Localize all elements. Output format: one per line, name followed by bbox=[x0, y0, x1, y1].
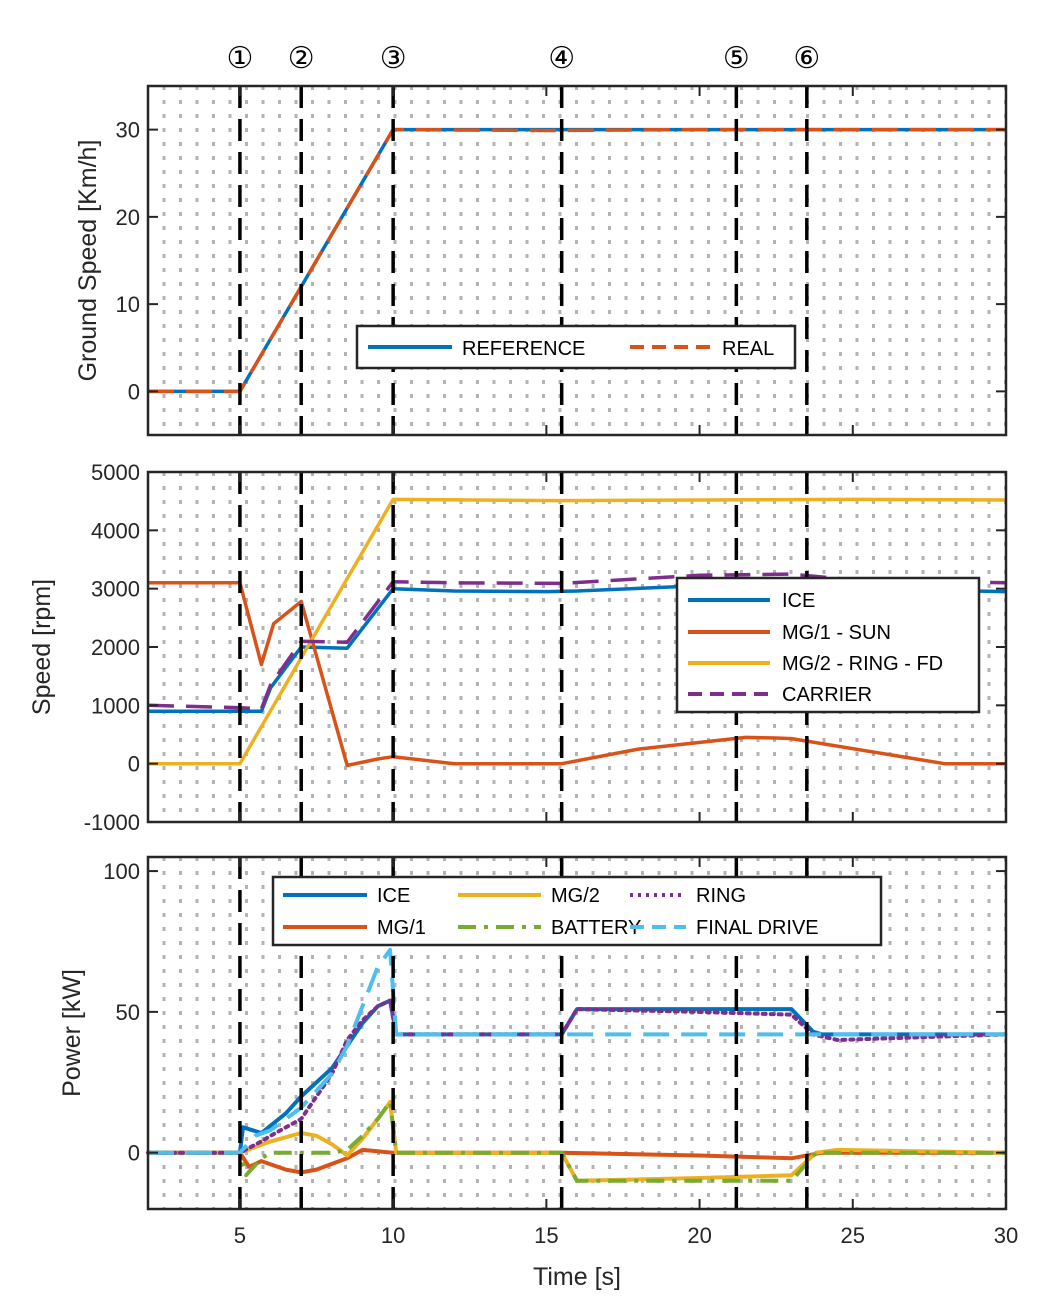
power-panel: 0 50 100 5 10 15 20 25 30 Power [kW] Time [s] IC… bbox=[58, 855, 1018, 1291]
speed-grid bbox=[162, 472, 1007, 822]
series-line-ring bbox=[146, 998, 1008, 1155]
power-legend-box bbox=[271, 875, 883, 947]
power-legend: ICE MG/1 MG/2 BATTERY RING FINAL DRIVE bbox=[271, 875, 883, 947]
speed-panel: -1000 0 1000 2000 3000 4000 5000 Speed [rpm] I… bbox=[28, 460, 1008, 835]
ground-speed-ticks: 0 10 20 30 bbox=[116, 86, 1007, 435]
x-tick-label: 5 bbox=[234, 1223, 246, 1248]
speed-ylabel: Speed [rpm] bbox=[28, 579, 56, 715]
power-ylabel: Power [kW] bbox=[58, 969, 86, 1097]
event-markers: ① ② ③ ④ ⑤ ⑥ bbox=[226, 41, 820, 76]
power-series bbox=[146, 947, 1008, 1183]
x-tick-label: 10 bbox=[381, 1223, 405, 1248]
series-line-mg-1-sun bbox=[148, 581, 1006, 768]
legend-label-mg2: MG/2 bbox=[551, 885, 600, 907]
y-tick-label: 2000 bbox=[91, 635, 140, 660]
speed-ticks: -1000 0 1000 2000 3000 4000 5000 bbox=[84, 460, 1007, 835]
ground-speed-event-lines bbox=[238, 86, 809, 435]
y-tick-label: 30 bbox=[116, 118, 140, 143]
ground-speed-panel: 0 10 20 30 Ground Speed [Km/h] REFERENCE RE… bbox=[74, 84, 1008, 437]
y-tick-label: 5000 bbox=[91, 460, 140, 485]
event-marker-4: ④ bbox=[548, 41, 575, 76]
y-tick-label: 4000 bbox=[91, 518, 140, 543]
event-marker-2: ② bbox=[288, 41, 315, 76]
ground-speed-ylabel: Ground Speed [Km/h] bbox=[74, 140, 102, 382]
legend-label-mg1-sun: MG/1 - SUN bbox=[782, 622, 891, 644]
series-line-final-drive bbox=[148, 947, 1006, 1155]
series-line-mg-2-ring-fd bbox=[148, 497, 1007, 766]
y-tick-label: 50 bbox=[116, 1000, 140, 1025]
legend-label-ice: ICE bbox=[782, 590, 815, 612]
y-tick-label: 0 bbox=[128, 1141, 140, 1166]
y-tick-label: 20 bbox=[116, 205, 140, 230]
y-tick-label: 0 bbox=[128, 752, 140, 777]
legend-label-reference: REFERENCE bbox=[462, 338, 585, 360]
legend-label-mg2-ring-fd: MG/2 - RING - FD bbox=[782, 653, 943, 675]
y-tick-label: -1000 bbox=[84, 810, 140, 835]
legend-label-real: REAL bbox=[722, 338, 774, 360]
y-tick-label: 100 bbox=[103, 859, 140, 884]
event-marker-1: ① bbox=[226, 41, 253, 76]
legend-label-ring: RING bbox=[696, 885, 746, 907]
legend-label-mg1: MG/1 bbox=[377, 917, 426, 939]
y-tick-label: 10 bbox=[116, 292, 140, 317]
x-tick-label: 15 bbox=[534, 1223, 558, 1248]
power-axes-frame bbox=[146, 855, 1008, 1211]
ground-speed-axes-frame bbox=[146, 84, 1008, 437]
event-marker-3: ③ bbox=[380, 41, 407, 76]
event-marker-6: ⑥ bbox=[793, 41, 820, 76]
series-line-battery bbox=[148, 1100, 1006, 1183]
power-ticks: 0 50 100 5 10 15 20 25 30 bbox=[103, 857, 1018, 1248]
x-tick-label: 20 bbox=[687, 1223, 711, 1248]
series-line-ice bbox=[148, 998, 1006, 1155]
x-tick-label: 30 bbox=[994, 1223, 1018, 1248]
y-tick-label: 3000 bbox=[91, 577, 140, 602]
y-tick-label: 1000 bbox=[91, 693, 140, 718]
speed-legend: ICE MG/1 - SUN MG/2 - RING - FD CARRIER bbox=[675, 576, 981, 714]
legend-label-carrier: CARRIER bbox=[782, 684, 872, 706]
legend-label-ice: ICE bbox=[377, 885, 410, 907]
power-xlabel: Time [s] bbox=[533, 1263, 621, 1291]
y-tick-label: 0 bbox=[128, 379, 140, 404]
ground-speed-legend: REFERENCE REAL bbox=[355, 324, 797, 370]
ground-speed-grid bbox=[162, 86, 1007, 435]
power-event-lines bbox=[238, 857, 809, 1209]
x-tick-label: 25 bbox=[841, 1223, 865, 1248]
legend-label-battery: BATTERY bbox=[551, 917, 641, 939]
event-marker-5: ⑤ bbox=[723, 41, 750, 76]
legend-label-final-drive: FINAL DRIVE bbox=[696, 917, 819, 939]
